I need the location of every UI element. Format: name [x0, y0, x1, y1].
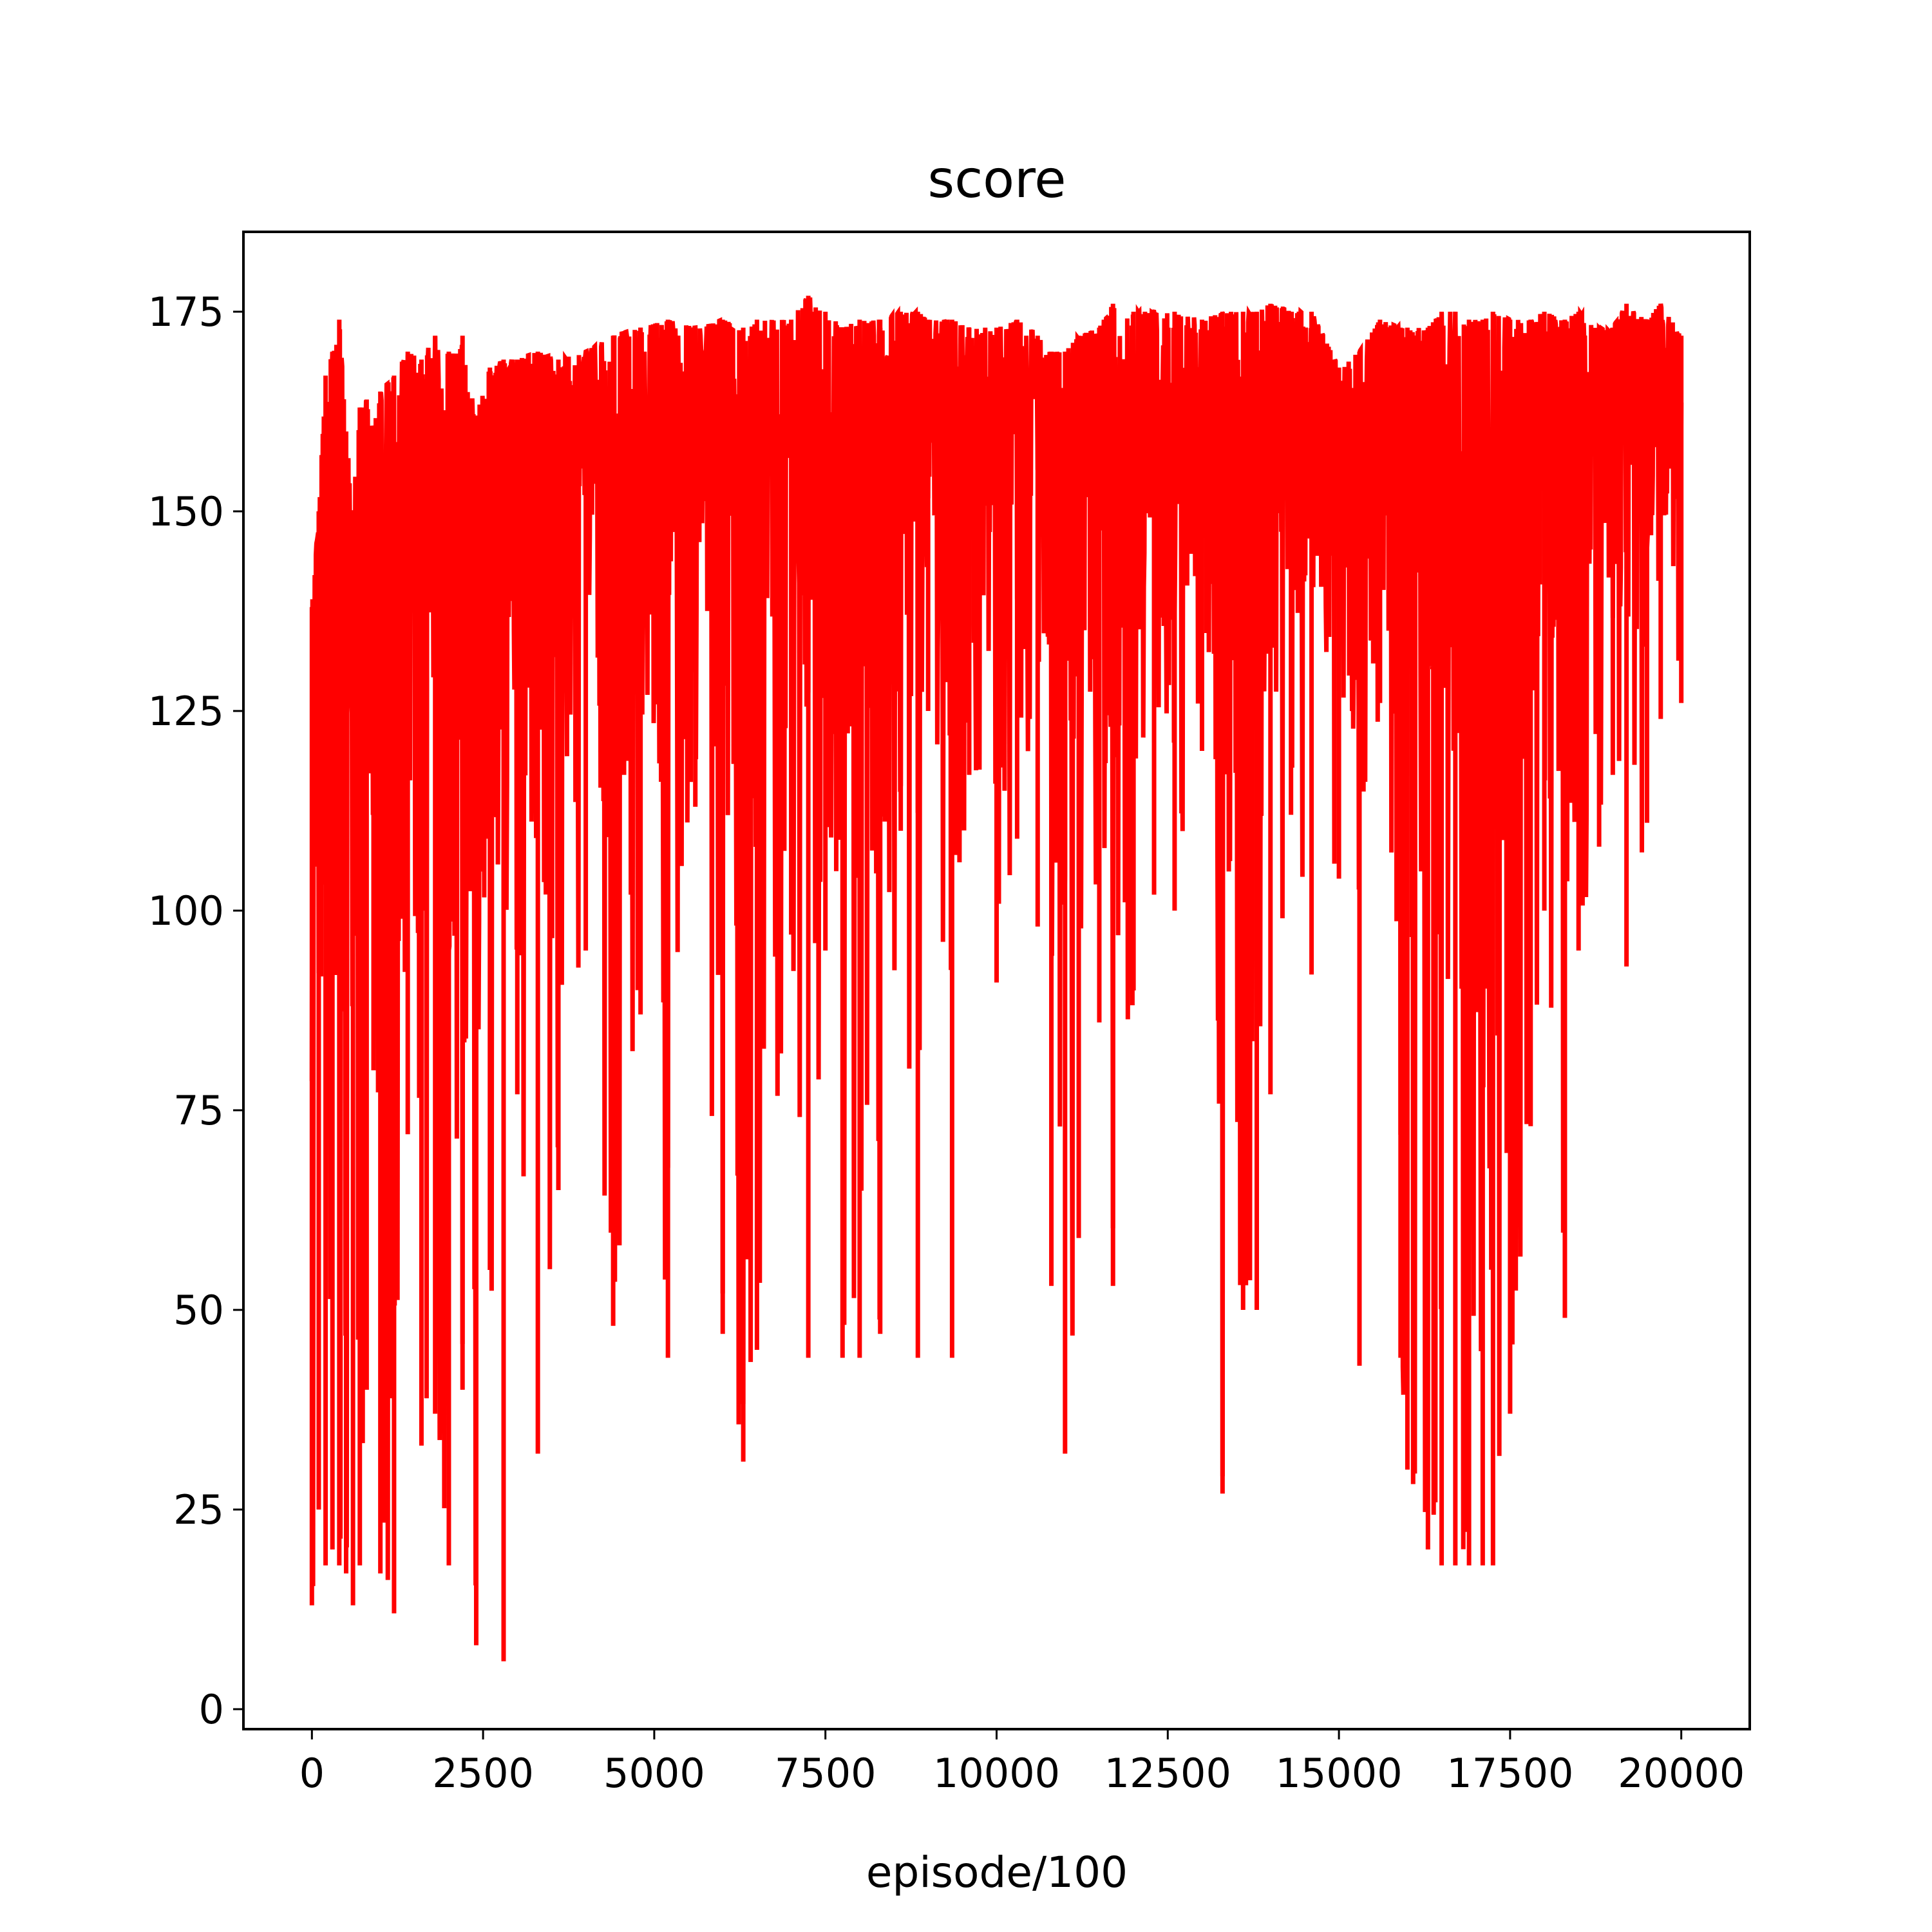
- x-axis: 0 2500 5000 7500 10000 12500 15000 17500 20000: [299, 1729, 1745, 1797]
- y-tick-label: 50: [173, 1287, 224, 1334]
- y-tick-label: 0: [199, 1686, 224, 1733]
- chart-title: score: [928, 149, 1066, 209]
- x-tick-label: 7500: [775, 1750, 876, 1797]
- x-tick-label: 0: [299, 1750, 325, 1797]
- x-tick-label: 17500: [1446, 1750, 1573, 1797]
- y-tick-label: 100: [148, 887, 224, 934]
- x-tick-label: 10000: [933, 1750, 1060, 1797]
- x-tick-label: 12500: [1104, 1750, 1231, 1797]
- x-tick-label: 2500: [432, 1750, 534, 1797]
- x-tick-label: 5000: [603, 1750, 705, 1797]
- y-tick-label: 175: [148, 289, 224, 336]
- y-tick-label: 150: [148, 488, 224, 535]
- x-tick-label: 15000: [1275, 1750, 1402, 1797]
- series-layer: [309, 296, 1684, 1662]
- y-tick-label: 75: [173, 1087, 224, 1134]
- y-axis: 0 25 50 75 100 125 150 175: [148, 289, 243, 1733]
- x-axis-label: episode/100: [866, 1848, 1128, 1897]
- x-tick-label: 20000: [1618, 1750, 1745, 1797]
- y-tick-label: 125: [148, 688, 224, 735]
- y-tick-label: 25: [173, 1486, 224, 1533]
